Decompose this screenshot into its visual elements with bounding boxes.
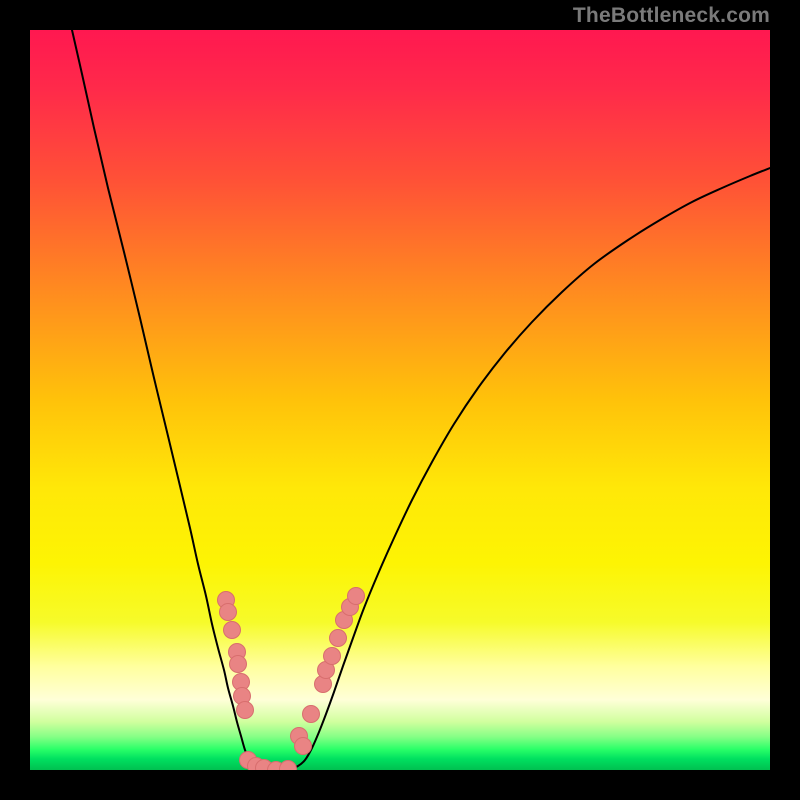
- data-marker: [230, 656, 247, 673]
- data-marker: [224, 622, 241, 639]
- plot-area: [30, 30, 770, 770]
- gradient-background: [30, 30, 770, 770]
- data-marker: [295, 738, 312, 755]
- data-marker: [330, 630, 347, 647]
- outer-frame: TheBottleneck.com: [0, 0, 800, 800]
- data-marker: [348, 588, 365, 605]
- data-marker: [324, 648, 341, 665]
- chart-svg: [30, 30, 770, 770]
- data-marker: [303, 706, 320, 723]
- data-marker: [237, 702, 254, 719]
- watermark-text: TheBottleneck.com: [573, 4, 770, 28]
- data-marker: [220, 604, 237, 621]
